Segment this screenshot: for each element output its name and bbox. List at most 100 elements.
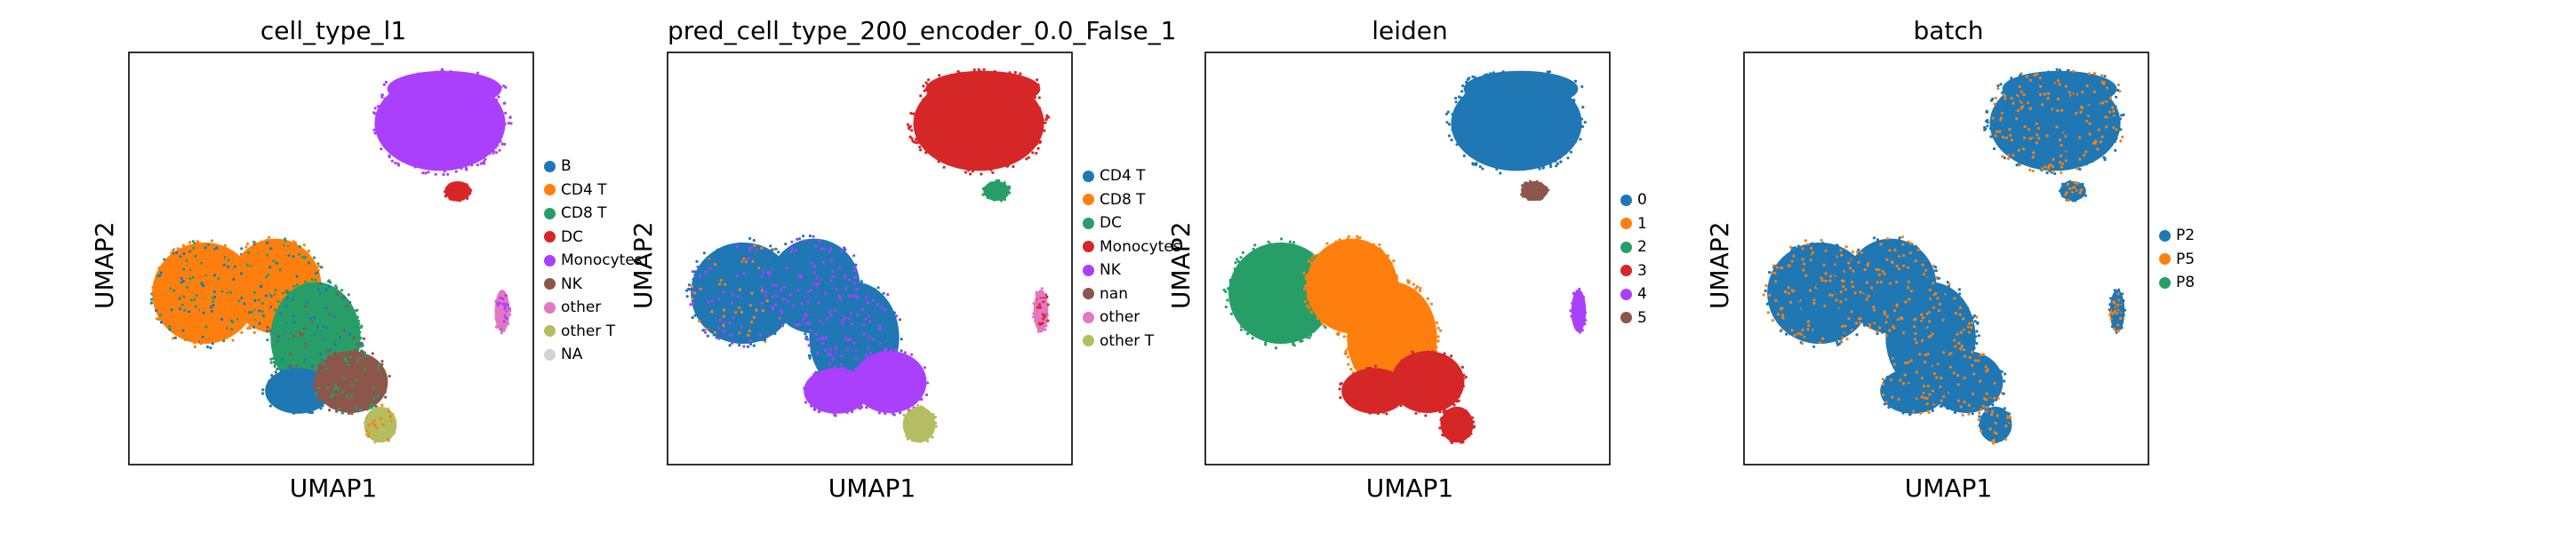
scatter-point <box>410 107 413 111</box>
legend-swatch <box>1083 217 1094 229</box>
scatter-point <box>984 118 988 122</box>
scatter-point <box>797 325 801 330</box>
legend-label: NK <box>1100 261 1121 280</box>
scatter-point <box>227 277 230 281</box>
scatter-point <box>484 108 487 112</box>
scatter-point <box>360 341 364 345</box>
scatter-point <box>811 354 814 357</box>
scatter-point <box>859 407 862 410</box>
scatter-point <box>320 379 324 383</box>
scatter-point <box>1005 96 1009 99</box>
scatter-point <box>459 115 463 118</box>
scatter-point <box>474 75 478 78</box>
scatter-point <box>195 242 198 246</box>
scatter-point <box>859 370 862 374</box>
scatter-point <box>1283 330 1286 333</box>
scatter-point <box>1522 99 1526 102</box>
scatter-point <box>181 329 185 332</box>
scatter-point <box>1457 123 1460 127</box>
scatter-point <box>1538 111 1541 115</box>
scatter-point <box>760 278 764 282</box>
scatter-point <box>415 128 419 131</box>
legend-item: nan <box>1083 282 1181 306</box>
scatter-point <box>227 302 230 306</box>
scatter-point <box>191 240 195 243</box>
scatter-point <box>847 364 852 368</box>
scatter-point <box>240 247 244 251</box>
scatter-point <box>382 83 386 86</box>
scatter-point <box>750 320 754 324</box>
scatter-point <box>157 291 161 296</box>
scatter-point <box>832 287 836 290</box>
scatter-point <box>370 371 373 375</box>
scatter-point <box>307 282 310 285</box>
scatter-point <box>1348 241 1352 245</box>
scatter-point <box>1451 112 1454 116</box>
scatter-point <box>1552 102 1556 106</box>
scatter-point <box>770 290 773 294</box>
scatter-point <box>157 266 161 270</box>
scatter-point <box>477 110 481 114</box>
scatter-point <box>364 378 368 382</box>
scatter-point <box>233 265 237 268</box>
scatter-point <box>447 106 451 109</box>
scatter-point <box>878 304 882 307</box>
scatter-point <box>722 330 725 333</box>
scatter-point <box>447 186 451 189</box>
scatter-point <box>342 329 346 332</box>
scatter-point <box>870 389 874 393</box>
scatter-point <box>699 287 702 290</box>
scatter-point <box>381 142 386 146</box>
scatter-point <box>748 338 752 342</box>
scatter-point <box>770 329 773 332</box>
scatter-point <box>1038 298 1042 302</box>
scatter-point <box>930 414 933 418</box>
scatter-point <box>347 293 350 297</box>
scatter-point <box>1285 280 1289 283</box>
scatter-point <box>816 255 820 259</box>
scatter-point <box>740 310 743 314</box>
scatter-point <box>1306 304 1309 307</box>
scatter-point <box>1453 127 1457 131</box>
scatter-point <box>211 342 214 346</box>
scatter-point <box>866 356 869 360</box>
scatter-point <box>455 75 459 78</box>
scatter-point <box>917 435 921 439</box>
scatter-point <box>237 306 241 310</box>
scatter-point <box>331 401 335 404</box>
scatter-point <box>340 296 344 299</box>
scatter-point <box>1224 290 1228 293</box>
scatter-point <box>377 363 380 367</box>
scatter-point <box>1370 259 1373 262</box>
scatter-point <box>1455 130 1459 133</box>
scatter-point <box>755 248 758 251</box>
scatter-point <box>1028 134 1033 138</box>
scatter-point <box>386 131 389 134</box>
scatter-point <box>1284 252 1288 256</box>
scatter-point <box>316 317 320 321</box>
scatter-point <box>195 293 198 298</box>
scatter-point <box>1259 269 1262 273</box>
scatter-point <box>820 408 824 411</box>
scatter-point <box>269 361 273 364</box>
scatter-point <box>375 413 379 417</box>
scatter-point <box>1340 243 1344 246</box>
scatter-point <box>952 77 956 81</box>
scatter-point <box>759 269 763 273</box>
scatter-point <box>384 416 388 419</box>
scatter-point <box>335 386 339 390</box>
scatter-point <box>1348 279 1352 283</box>
scatter-point <box>975 160 980 163</box>
scatter-point <box>873 294 876 298</box>
scatter-point <box>787 285 790 289</box>
scatter-point <box>369 420 372 424</box>
scatter-point <box>1292 253 1296 257</box>
scatter-point <box>1036 133 1040 137</box>
scatter-point <box>1351 250 1355 253</box>
scatter-point <box>981 76 985 80</box>
scatter-point <box>366 434 370 438</box>
scatter-point <box>433 166 436 171</box>
scatter-point <box>379 116 382 121</box>
scatter-point <box>337 390 340 394</box>
scatter-point <box>828 298 832 302</box>
